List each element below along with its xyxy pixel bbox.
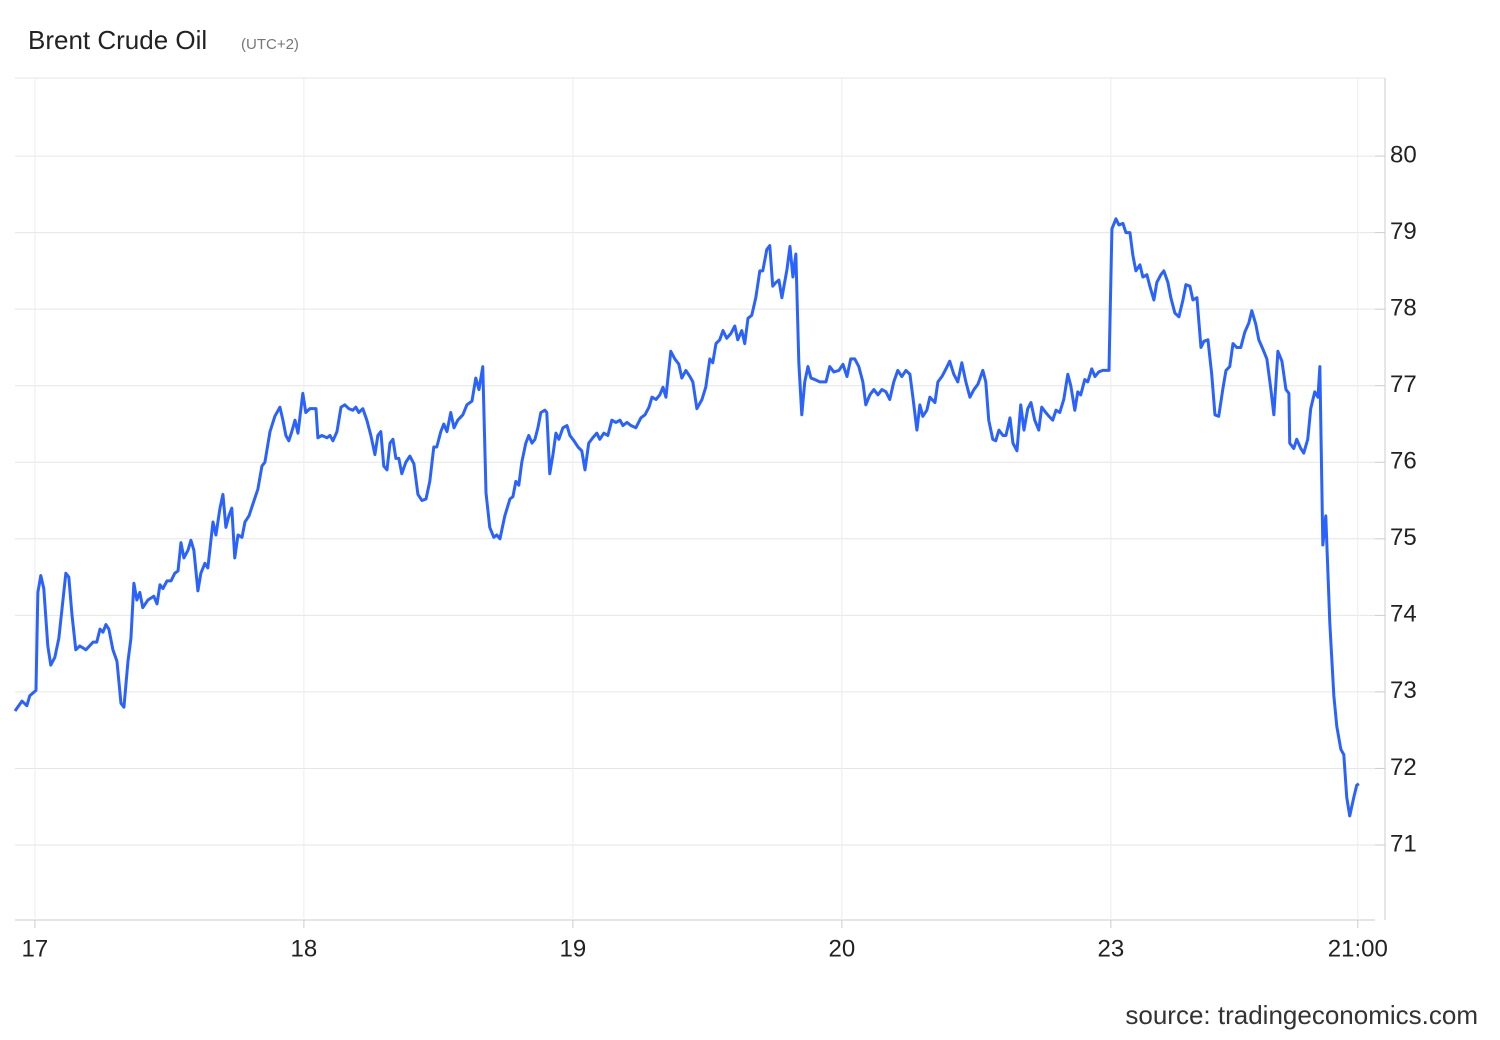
x-tick-label: 21:00 [1328,935,1388,962]
x-tick-label: 19 [560,935,587,962]
chart-title: Brent Crude Oil [28,25,207,55]
y-tick-label: 80 [1390,141,1417,168]
chart-subtitle: (UTC+2) [241,36,299,53]
y-tick-label: 71 [1390,830,1417,857]
source: source: tradingeconomics.com [1125,1000,1478,1030]
x-tick-label: 17 [22,935,49,962]
y-tick-label: 79 [1390,218,1417,245]
y-tick-label: 73 [1390,677,1417,704]
x-tick-label: 20 [829,935,856,962]
y-tick-label: 75 [1390,524,1417,551]
x-tick-label: 23 [1098,935,1125,962]
y-tick-label: 74 [1390,601,1417,628]
y-tick-label: 76 [1390,448,1417,475]
x-tick-label: 18 [291,935,318,962]
y-tick-label: 78 [1390,295,1417,322]
y-tick-label: 72 [1390,754,1417,781]
price-line [13,217,1360,818]
y-tick-label: 77 [1390,371,1417,398]
